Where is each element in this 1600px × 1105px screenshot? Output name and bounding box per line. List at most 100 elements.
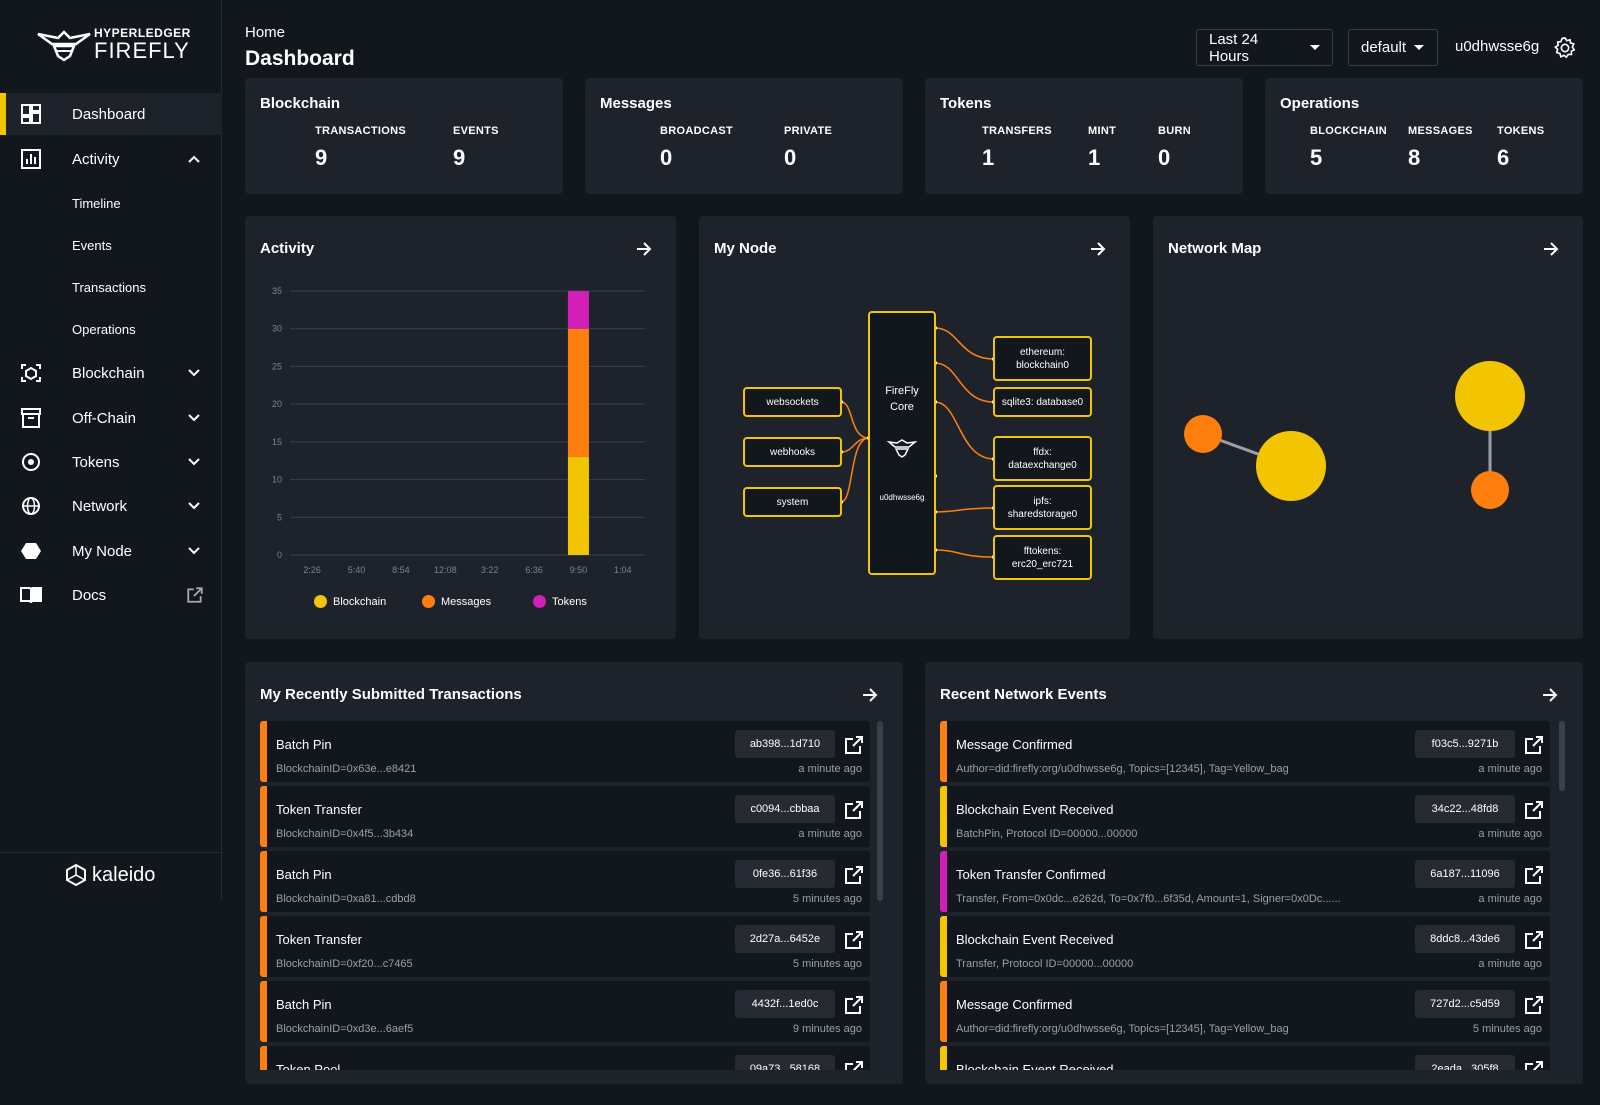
stat-private: PRIVATE 0: [784, 125, 832, 170]
stat-card-tokens: Tokens TRANSFERS 1 MINT 1 BURN 0: [925, 78, 1243, 194]
network-node[interactable]: [1471, 471, 1509, 509]
nav-activity[interactable]: Activity: [0, 138, 222, 180]
plugin-ipfs-box[interactable]: [993, 485, 1092, 530]
nav-mynode[interactable]: My Node: [0, 530, 222, 572]
namespace-select[interactable]: default: [1348, 29, 1438, 66]
nav-sub-events[interactable]: Events: [0, 227, 222, 263]
external-link-icon[interactable]: [1524, 865, 1544, 885]
list-item[interactable]: Batch Pin BlockchainID=0xa81...cdbd8 0fe36…: [260, 851, 870, 912]
legend-item[interactable]: Messages: [422, 595, 491, 608]
hash-chip[interactable]: 0fe36...61f36: [735, 860, 835, 888]
list-item[interactable]: Token Transfer BlockchainID=0x4f5...3b434…: [260, 786, 870, 847]
external-link-icon[interactable]: [844, 735, 864, 755]
plugin-fftokens-box[interactable]: [993, 535, 1092, 580]
plugin-system-box[interactable]: [743, 487, 842, 517]
hash-chip[interactable]: 8ddc8...43de6: [1415, 925, 1515, 953]
external-link-icon[interactable]: [1524, 800, 1544, 820]
nav-network[interactable]: Network: [0, 485, 222, 527]
external-link-icon[interactable]: [844, 1060, 864, 1070]
hash-chip[interactable]: 09a73...58168: [735, 1055, 835, 1070]
list-item[interactable]: Message Confirmed Author=did:firefly:org/…: [940, 721, 1550, 782]
external-link-icon[interactable]: [844, 995, 864, 1015]
status-stripe: [940, 786, 947, 847]
bar-chart-icon: [21, 149, 41, 169]
hash-chip[interactable]: 2d27a...6452e: [735, 925, 835, 953]
breadcrumb[interactable]: Home: [245, 24, 286, 41]
plugin-ethereum-line1: ethereum:: [1019, 346, 1066, 358]
legend-item[interactable]: Blockchain: [314, 595, 386, 608]
scrollbar[interactable]: [877, 721, 883, 901]
item-title: Token Transfer Confirmed: [956, 867, 1106, 882]
external-link-icon[interactable]: [844, 930, 864, 950]
bar-segment-blockchain[interactable]: [567, 456, 589, 555]
network-node[interactable]: [1256, 431, 1326, 501]
arrow-right-icon[interactable]: [861, 686, 879, 704]
hash-chip[interactable]: 727d2...c5d59: [1415, 990, 1515, 1018]
nav-docs[interactable]: Docs: [0, 574, 222, 616]
nav-blockchain[interactable]: Blockchain: [0, 352, 222, 394]
hash-chip[interactable]: c0094...cbbaa: [735, 795, 835, 823]
legend-item[interactable]: Tokens: [533, 595, 587, 608]
arrow-right-icon[interactable]: [1542, 240, 1560, 258]
plugin-ethereum-box[interactable]: [993, 336, 1092, 381]
nav-sub-transactions[interactable]: Transactions: [0, 269, 222, 305]
external-link-icon[interactable]: [1524, 1060, 1544, 1070]
transactions-list[interactable]: Batch Pin BlockchainID=0x63e...e8421 ab398…: [260, 721, 870, 1070]
status-stripe: [260, 916, 267, 977]
kaleido-logo[interactable]: kaleido: [64, 862, 155, 888]
stat-label: BURN: [1158, 125, 1191, 137]
external-link-icon[interactable]: [1524, 930, 1544, 950]
external-link-icon[interactable]: [844, 865, 864, 885]
time-range-select[interactable]: Last 24 Hours: [1196, 29, 1333, 66]
nav-tokens[interactable]: Tokens: [0, 441, 222, 483]
list-item[interactable]: Token Transfer Confirmed Transfer, From=0…: [940, 851, 1550, 912]
plugin-fftokens-line2: erc20_erc721: [1011, 558, 1074, 570]
x-tick-label: 1:04: [614, 565, 632, 575]
firefly-core-box[interactable]: [868, 311, 936, 575]
plugin-websockets-box[interactable]: [743, 387, 842, 417]
external-link-icon[interactable]: [1524, 995, 1544, 1015]
bar-segment-messages[interactable]: [567, 328, 589, 457]
list-item[interactable]: Token Transfer BlockchainID=0xf20...c7465…: [260, 916, 870, 977]
list-item[interactable]: Batch Pin BlockchainID=0xd3e...6aef5 4432f…: [260, 981, 870, 1042]
hash-chip[interactable]: ab398...1d710: [735, 730, 835, 758]
hash-chip[interactable]: 2eada...305f8: [1415, 1055, 1515, 1070]
arrow-right-icon[interactable]: [1541, 686, 1559, 704]
plugin-sqlite-label: sqlite3: database0: [1001, 396, 1084, 408]
list-item[interactable]: Blockchain Event Received 2eada...305f8: [940, 1046, 1550, 1070]
bar-segment-tokens[interactable]: [567, 291, 589, 329]
hash-chip[interactable]: f03c5...9271b: [1415, 730, 1515, 758]
plugin-ffdx-label: ffdx: dataexchange0: [994, 437, 1091, 480]
nav-sub-operations-label: Operations: [72, 321, 136, 337]
arrow-right-icon[interactable]: [1089, 240, 1107, 258]
hash-chip[interactable]: 4432f...1ed0c: [735, 990, 835, 1018]
hash-chip[interactable]: 34c22...48fd8: [1415, 795, 1515, 823]
network-node[interactable]: [1455, 361, 1525, 431]
list-item[interactable]: Message Confirmed Author=did:firefly:org/…: [940, 981, 1550, 1042]
nav-dashboard[interactable]: Dashboard: [0, 93, 222, 135]
plugin-system-label: system: [776, 496, 809, 508]
plugin-sqlite-box[interactable]: [993, 387, 1092, 417]
nav-offchain-label: Off-Chain: [72, 409, 136, 427]
plugin-ffdx-box[interactable]: [993, 436, 1092, 481]
gear-icon[interactable]: [1554, 37, 1576, 59]
network-node[interactable]: [1184, 415, 1222, 453]
firefly-logo[interactable]: HYPERLEDGER FIREFLY: [36, 24, 190, 68]
item-title: Blockchain Event Received: [956, 1062, 1114, 1070]
nav-sub-timeline[interactable]: Timeline: [0, 185, 222, 221]
arrow-right-icon[interactable]: [635, 240, 653, 258]
external-link-icon[interactable]: [844, 800, 864, 820]
nav-sub-operations[interactable]: Operations: [0, 311, 222, 347]
scrollbar[interactable]: [1559, 721, 1565, 791]
list-item[interactable]: Token Pool 09a73...58168: [260, 1046, 870, 1070]
plugin-webhooks-box[interactable]: [743, 437, 842, 467]
external-link-icon[interactable]: [1524, 735, 1544, 755]
hash-chip[interactable]: 6a187...11096: [1415, 860, 1515, 888]
list-item[interactable]: Blockchain Event Received Transfer, Proto…: [940, 916, 1550, 977]
list-item[interactable]: Batch Pin BlockchainID=0x63e...e8421 ab398…: [260, 721, 870, 782]
list-item[interactable]: Blockchain Event Received BatchPin, Proto…: [940, 786, 1550, 847]
stat-value: 1: [982, 145, 995, 170]
nav-offchain[interactable]: Off-Chain: [0, 397, 222, 439]
events-list[interactable]: Message Confirmed Author=did:firefly:org/…: [940, 721, 1550, 1070]
events-panel: Recent Network Events Message Confirmed A…: [925, 662, 1583, 1084]
